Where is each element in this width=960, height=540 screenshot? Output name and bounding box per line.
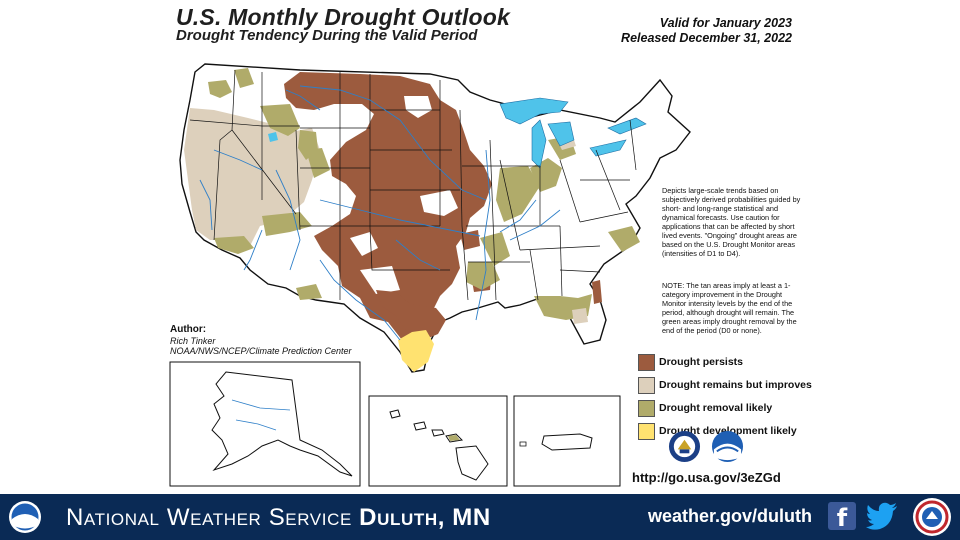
doc-seal-icon <box>668 430 701 463</box>
region-persists-fl <box>592 280 602 304</box>
footer-site-link[interactable]: weather.gov/duluth <box>648 506 813 526</box>
footer-office: Duluth, MN <box>359 504 491 531</box>
legend-swatch <box>638 353 655 371</box>
hawaii-islands <box>389 409 489 481</box>
page-subtitle: Drought Tendency During the Valid Period <box>176 27 478 44</box>
author-label: Author: <box>170 324 207 335</box>
region-removal-ms <box>466 262 500 290</box>
alaska-shape <box>211 371 353 477</box>
outlook-url[interactable]: http://go.usa.gov/3eZGd <box>632 470 781 485</box>
legend-item-removal: Drought removal likely <box>638 398 812 418</box>
author-block: Author: Rich Tinker NOAA/NWS/NCEP/Climat… <box>170 324 352 357</box>
legend-swatch <box>638 376 655 394</box>
valid-for-text: Valid for January 2023 <box>659 16 792 30</box>
released-text: Released December 31, 2022 <box>621 31 792 45</box>
region-persists-nm <box>316 232 346 254</box>
state-borders <box>189 69 637 301</box>
legend-label: Drought removal likely <box>659 402 773 414</box>
hawaii-removal <box>448 435 460 441</box>
footer-title: National Weather Service Duluth, MN <box>66 504 491 532</box>
region-removal-nw <box>208 80 232 98</box>
region-removal-midwest <box>496 166 540 222</box>
region-removal-oh <box>530 158 562 192</box>
legend-label: Drought persists <box>659 356 744 368</box>
legend-swatch <box>638 422 655 440</box>
region-hole-tx <box>360 266 400 294</box>
region-removal-idaho <box>260 104 300 136</box>
region-hole-ks <box>420 190 458 216</box>
legend-swatch <box>638 399 655 417</box>
hawaii-inset <box>368 395 508 487</box>
legend: Drought persists Drought remains but imp… <box>638 352 812 444</box>
region-removal-nc <box>608 226 640 252</box>
great-lakes <box>499 97 647 169</box>
puerto-rico-island-small <box>519 441 527 447</box>
region-removal-nw2 <box>234 68 254 88</box>
author-name: Rich Tinker <box>170 335 216 346</box>
region-persists-south <box>376 290 446 340</box>
footer-banner: National Weather Service Duluth, MN weat… <box>0 494 960 540</box>
puerto-rico-shape <box>541 433 593 451</box>
legend-item-persists: Drought persists <box>638 352 812 372</box>
noaa-logo-icon <box>711 430 744 463</box>
region-removal-socal <box>214 236 254 254</box>
alaska-rivers <box>231 399 291 431</box>
legend-label: Drought remains but improves <box>659 379 812 391</box>
valid-period: Valid for January 2023 Released December… <box>621 16 792 46</box>
author-org: NOAA/NWS/NCEP/Climate Prediction Center <box>170 346 352 356</box>
region-hole-nd <box>404 96 432 118</box>
region-removal-az <box>296 284 322 300</box>
agency-logos <box>668 430 744 463</box>
note-text: NOTE: The tan areas imply at least a 1-c… <box>662 281 797 335</box>
drought-map <box>169 63 691 487</box>
region-improves-west <box>184 108 320 246</box>
noaa-logo-icon <box>9 501 41 533</box>
region-removal-mo <box>480 232 510 266</box>
rivers <box>199 85 561 341</box>
nws-seal-icon <box>913 498 951 536</box>
page-title: U.S. Monthly Drought Outlook <box>176 4 510 30</box>
facebook-icon[interactable]: f <box>828 502 856 530</box>
description-text: Depicts large-scale trends based on subj… <box>662 186 801 258</box>
footer-org: National Weather Service <box>66 504 352 531</box>
twitter-icon[interactable] <box>866 502 898 530</box>
legend-item-improves: Drought remains but improves <box>638 375 812 395</box>
region-improves-fl <box>572 308 588 324</box>
region-development-tx <box>398 330 434 372</box>
salt-lake <box>268 132 278 142</box>
region-removal-wy <box>306 148 330 178</box>
